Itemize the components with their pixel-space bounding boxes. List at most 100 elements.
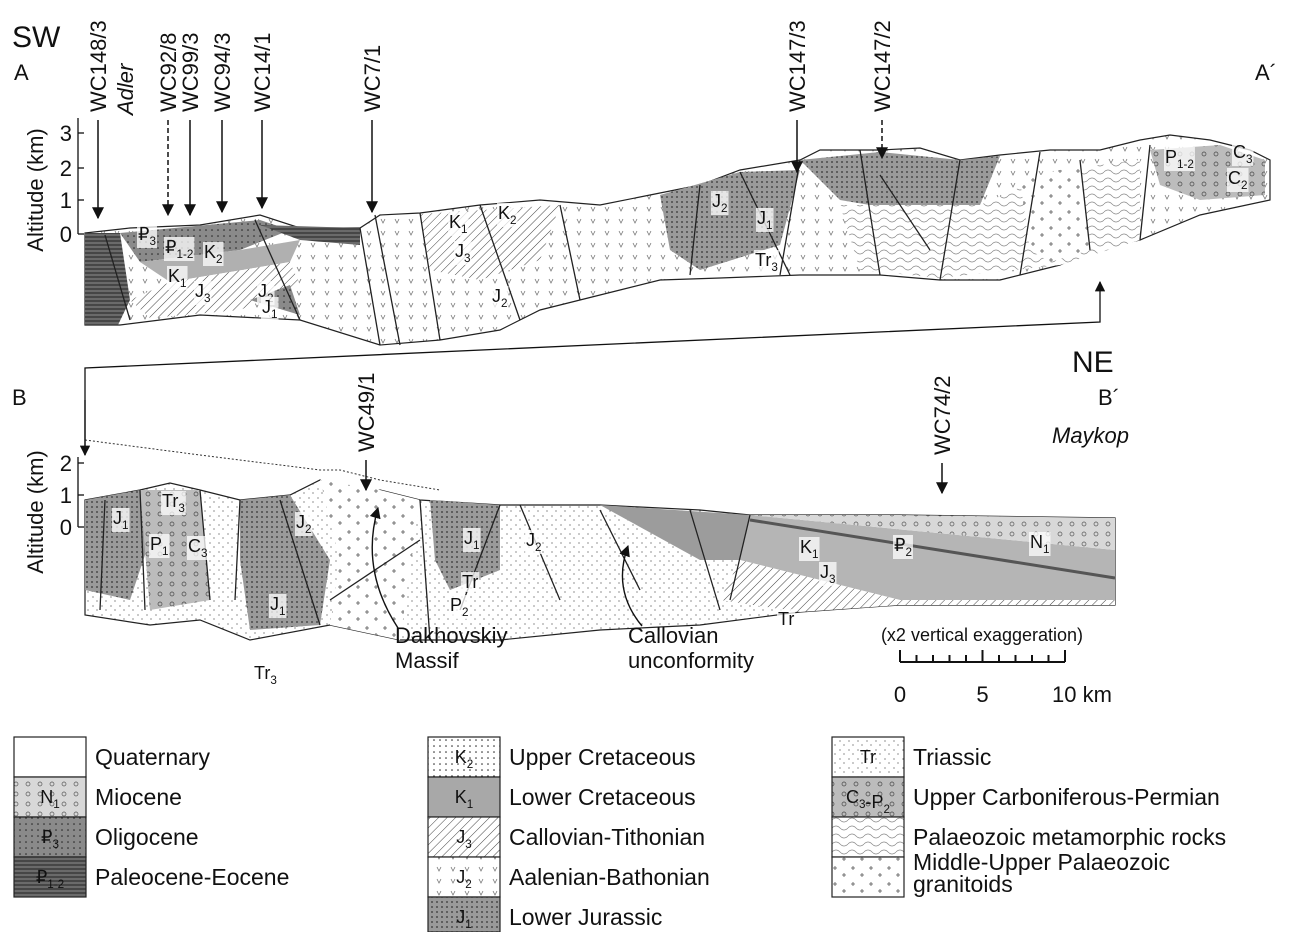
annotation-text: Dakhovskiy [395,623,507,648]
symbol-subscript: 1 [53,798,60,811]
scale-label: 0 [894,682,906,707]
symbol-subscript: 1 [279,605,286,618]
symbol-subscript: 1 [162,545,169,558]
axis-tick-label: 0 [60,222,72,247]
section-start: B [12,385,27,410]
symbol-text: ₽ [138,224,149,244]
symbol-text: Tr [860,747,876,767]
symbol-subscript: 3 [1246,153,1253,166]
well-label: WC74/2 [930,376,955,455]
symbol-subscript: 1 [766,219,773,232]
symbol-text: P [1165,147,1177,167]
symbol-text: C [1233,142,1246,162]
symbol-subscript: 3 [149,235,156,248]
symbol-text: J [296,512,305,532]
section-start: A [14,60,29,85]
symbol-text: N [1030,532,1043,552]
axis-label: Altitude (km) [23,128,48,251]
legend-label: Lower Cretaceous [509,784,696,810]
symbol-subscript: 3 [270,674,277,687]
projected-profile [85,440,440,490]
legend-symbol: Tr [860,747,876,767]
symbol-subscript: 3 [829,573,836,586]
axis-tick-label: 0 [60,515,72,540]
symbol-subscript: 2 [465,878,472,891]
symbol-subscript: 1-2 [1177,158,1194,171]
legend-label: granitoids [913,871,1013,897]
symbol-text: J [456,907,465,927]
symbol-text: J [526,530,535,550]
well-label: WC49/1 [354,373,379,452]
symbol-subscript: 3 [52,838,59,851]
unit-label: Tr [462,572,478,592]
symbol-subscript: 2 [510,214,517,227]
legend-label: Callovian-Tithonian [509,824,705,850]
symbol-subscript: 1 [1043,543,1050,556]
symbol-text: N [40,787,53,807]
symbol-subscript: 3 [464,252,471,265]
symbol-text: Tr [755,250,771,270]
well-label: WC7/1 [360,45,385,112]
symbol-subscript: 3 [201,547,208,560]
symbol-text: J [113,508,122,528]
legend-label: Oligocene [95,824,199,850]
symbol-text: J [464,528,473,548]
symbol-subscript: 1 [467,798,474,811]
legend-label: Lower Jurassic [509,904,662,930]
well-label: WC14/1 [250,33,275,112]
well-label: WC99/3 [178,33,203,112]
symbol-subscript: 3 [465,838,472,851]
symbol-subscript: 2 [1241,179,1248,192]
symbol-subscript: 2 [467,758,474,771]
symbol-text: K [800,537,812,557]
symbol-text: ₽ [165,237,176,257]
legend-label: Quaternary [95,744,211,770]
symbol-subscript: 2 [216,253,223,266]
legend-label: Upper Cretaceous [509,744,696,770]
section-end: B´ [1098,385,1120,410]
axis-tick-label: 1 [60,188,72,213]
symbol-subscript: 2 [884,803,891,816]
symbol-text: J [262,297,271,317]
symbol-subscript: 1-2 [176,248,193,261]
symbol-subscript: 2 [721,202,728,215]
axis-tick-label: 2 [60,156,72,181]
symbol-text: J [757,208,766,228]
symbol-subscript: 2 [905,546,912,559]
symbol-subscript: 1 [473,539,480,552]
section-end: A´ [1255,60,1277,85]
symbol-subscript: 1-2 [47,878,64,891]
symbol-text: -P [866,792,884,812]
symbol-text: K [455,747,467,767]
symbol-text: J [195,281,204,301]
symbol-subscript: 3 [771,261,778,274]
axis-tick-label: 1 [60,483,72,508]
symbol-text: K [449,212,461,232]
symbol-text: J [455,241,464,261]
scale-label: 5 [976,682,988,707]
symbol-subscript: 2 [535,541,542,554]
direction-label: NE [1072,346,1114,379]
well-label: WC94/3 [210,33,235,112]
symbol-text: P [450,595,462,615]
scale-label: 10 km [1052,682,1112,707]
symbol-subscript: 1 [271,308,278,321]
symbol-text: J [712,191,721,211]
symbol-subscript: 1 [122,519,129,532]
legend-label: Aalenian-Bathonian [509,864,710,890]
place-name: Adler [113,62,138,117]
symbol-subscript: 2 [462,606,469,619]
symbol-subscript: 3 [204,292,211,305]
annotation-text: unconformity [628,648,754,673]
annotation-text: Callovian [628,623,719,648]
legend-label: Paleocene-Eocene [95,864,289,890]
scale-bar [900,650,1065,662]
symbol-text: J [456,827,465,847]
symbol-subscript: 1 [180,277,187,290]
direction-label: SW [12,21,61,54]
symbol-subscript: 3 [178,502,185,515]
symbol-text: K [204,242,216,262]
symbol-subscript: 1 [461,223,468,236]
axis-tick-label: 2 [60,451,72,476]
symbol-text: P [150,534,162,554]
